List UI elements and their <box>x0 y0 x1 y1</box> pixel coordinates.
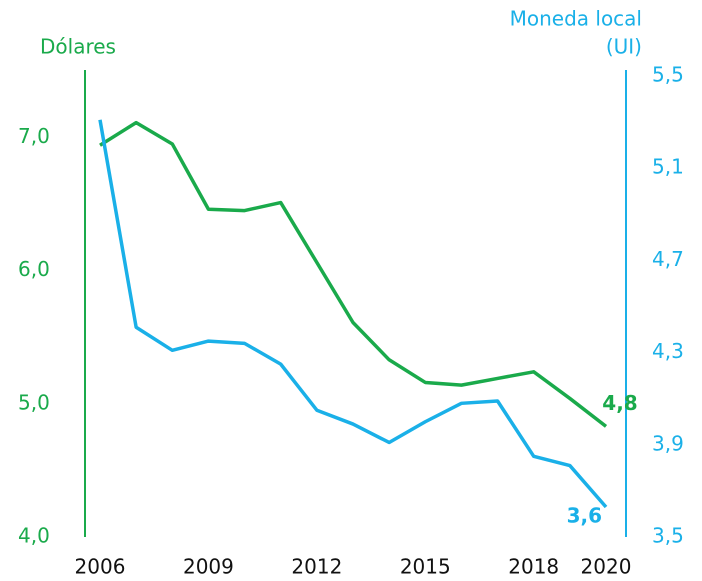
y2-tick-label: 4,3 <box>652 339 684 363</box>
x-tick-label: 2015 <box>400 555 451 579</box>
y2-tick-label: 5,1 <box>652 155 684 179</box>
y2-axis-title: (UI) <box>606 35 642 59</box>
y2-tick-label: 3,5 <box>652 524 684 548</box>
y2-tick-label: 4,7 <box>652 247 684 271</box>
y2-tick-label: 5,5 <box>652 63 684 87</box>
data-label: 3,6 <box>567 504 602 528</box>
y-tick-label: 5,0 <box>18 390 50 414</box>
y-tick-label: 4,0 <box>18 524 50 548</box>
y-tick-label: 6,0 <box>18 257 50 281</box>
y-axis-title: Dólares <box>40 35 116 59</box>
line-series <box>99 120 608 428</box>
x-tick-label: 2012 <box>291 555 342 579</box>
y2-tick-label: 3,9 <box>652 431 684 455</box>
x-tick-label: 2009 <box>183 555 234 579</box>
x-tick-label: 2020 <box>581 555 632 579</box>
x-tick-label: 2006 <box>75 555 126 579</box>
line-series <box>98 119 608 509</box>
y2-axis-title: Moneda local <box>510 7 642 31</box>
y-tick-label: 7,0 <box>18 124 50 148</box>
data-label: 4,8 <box>602 391 637 415</box>
x-tick-label: 2018 <box>508 555 559 579</box>
